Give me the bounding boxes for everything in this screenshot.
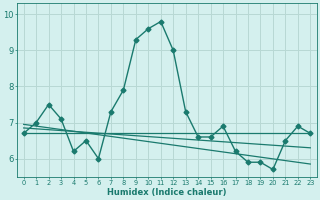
X-axis label: Humidex (Indice chaleur): Humidex (Indice chaleur) xyxy=(107,188,227,197)
